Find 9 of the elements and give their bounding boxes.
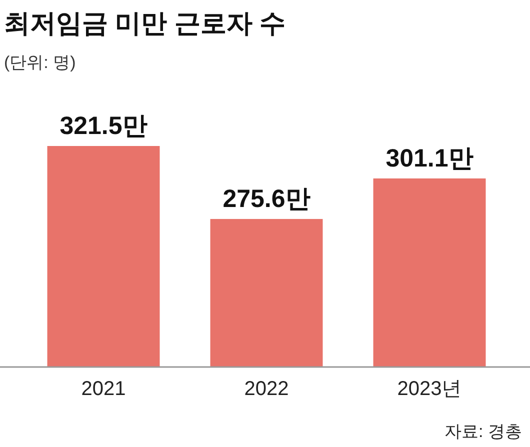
data-label: 275.6만	[222, 184, 310, 213]
x-tick-label: 2021	[81, 378, 126, 400]
chart-title: 최저임금 미만 근로자 수	[4, 8, 286, 38]
chart-subtitle: (단위: 명)	[4, 53, 76, 72]
data-label: 321.5만	[60, 112, 148, 140]
x-tick-label: 2023년	[397, 378, 462, 400]
text: 자료: 경총	[444, 422, 522, 441]
x-tick-label: 2022	[244, 378, 289, 400]
data-label: 301.1만	[386, 144, 474, 172]
